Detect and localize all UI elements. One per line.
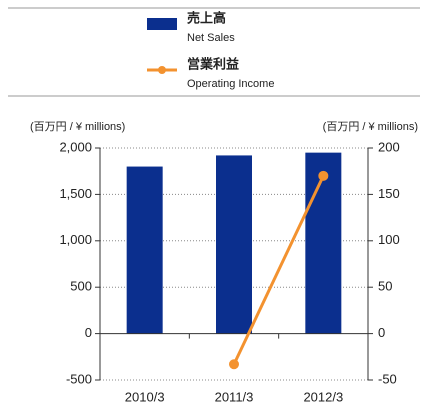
y-tick-label: -500 <box>66 371 92 386</box>
y-tick-label: 1,000 <box>59 232 92 247</box>
line-marker <box>318 170 329 181</box>
y2-tick-label: 150 <box>378 186 400 201</box>
bar <box>305 152 342 334</box>
legend-swatch <box>147 18 177 30</box>
legend-label: 売上高 <box>187 10 226 25</box>
x-tick-label: 2010/3 <box>125 389 165 404</box>
y2-tick-label: 0 <box>378 325 385 340</box>
x-tick-label: 2011/3 <box>215 389 254 404</box>
bar <box>216 155 252 334</box>
line-marker <box>229 359 239 370</box>
legend-swatch <box>158 66 166 74</box>
legend-sublabel: Net Sales <box>187 32 235 44</box>
y-tick-label: 2,000 <box>59 139 92 154</box>
y-tick-label: 1,500 <box>59 186 92 201</box>
y2-tick-label: -50 <box>378 371 397 386</box>
y2-axis-label: (百万円 / ¥ millions) <box>323 121 418 133</box>
legend-label: 営業利益 <box>187 56 239 71</box>
y-axis-label: (百万円 / ¥ millions) <box>30 121 125 133</box>
y2-tick-label: 50 <box>378 279 392 294</box>
y2-tick-label: 100 <box>378 232 400 247</box>
line <box>232 175 325 365</box>
y-tick-label: 0 <box>85 325 92 340</box>
y-tick-label: 500 <box>70 279 92 294</box>
x-tick-label: 2012/3 <box>303 389 343 404</box>
y2-tick-label: 200 <box>378 139 400 154</box>
legend-sublabel: Operating Income <box>187 78 274 90</box>
bar <box>126 166 163 334</box>
